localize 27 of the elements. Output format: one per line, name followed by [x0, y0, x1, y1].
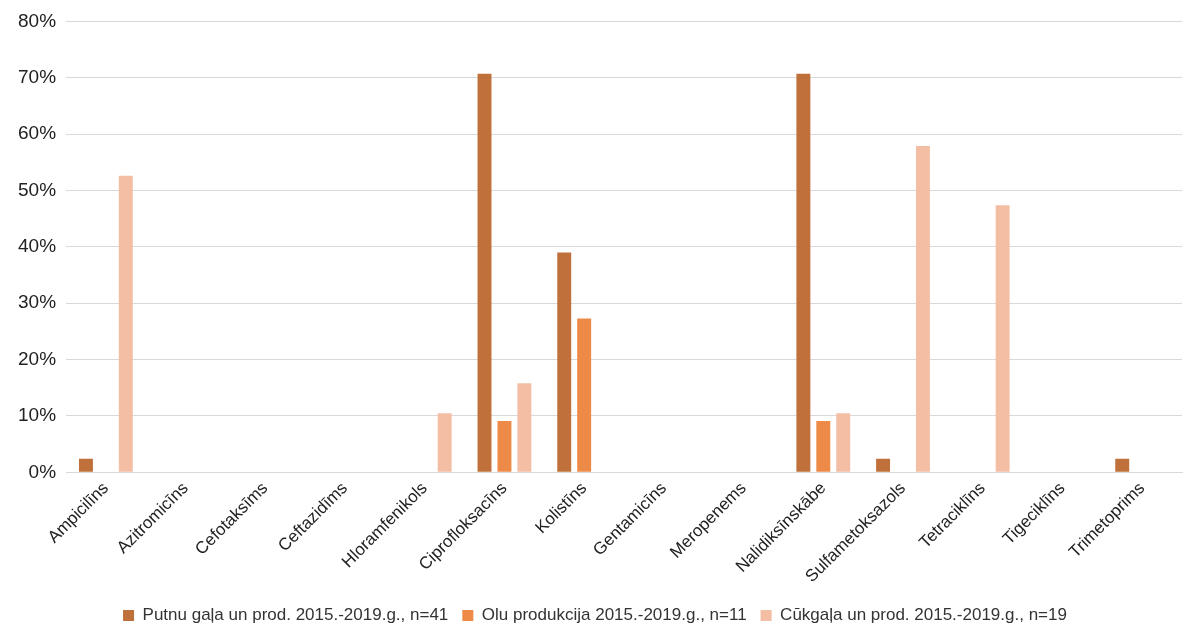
bar [915, 145, 930, 472]
bar [1115, 458, 1130, 472]
y-tick-label: 60% [18, 122, 57, 144]
y-tick-label: 10% [18, 404, 57, 426]
y-tick-label: 40% [18, 235, 57, 257]
legend-label: Cūkgaļa un prod. 2015.-2019.g., n=19 [780, 605, 1067, 625]
bar [577, 318, 592, 472]
bar [995, 205, 1010, 472]
bar [497, 421, 512, 472]
y-tick-label: 80% [18, 9, 57, 31]
legend-label: Olu produkcija 2015.-2019.g., n=11 [481, 605, 747, 625]
bar [876, 458, 891, 472]
legend-label: Putnu gaļa un prod. 2015.-2019.g., n=41 [142, 605, 449, 625]
bar [836, 413, 851, 472]
bar [816, 421, 831, 472]
bar [477, 73, 492, 472]
y-tick-label: 50% [18, 178, 57, 200]
bar [437, 413, 452, 472]
bar [517, 383, 532, 472]
y-tick-label: 30% [18, 291, 57, 313]
bar [557, 252, 572, 472]
bar [118, 175, 133, 472]
y-tick-label: 0% [28, 460, 57, 482]
bar [796, 73, 811, 472]
bar [78, 458, 93, 472]
y-tick-label: 20% [18, 347, 57, 369]
y-tick-label: 70% [18, 66, 57, 88]
